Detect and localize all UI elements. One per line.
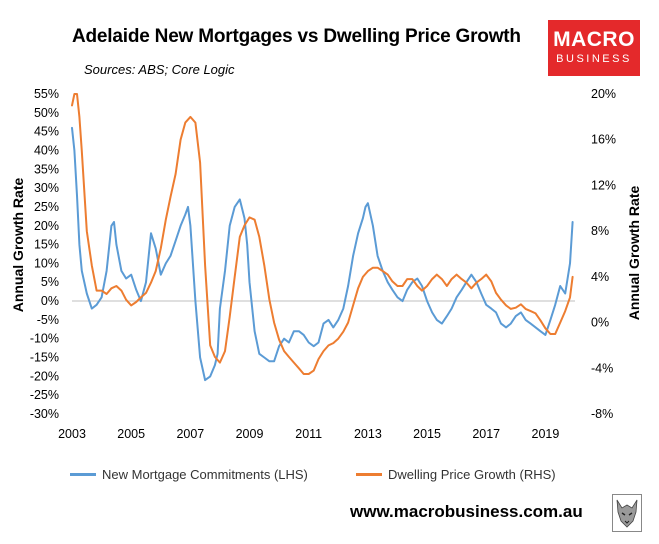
y-tick-left: -20% <box>30 369 59 383</box>
chart-subtitle: Sources: ABS; Core Logic <box>84 62 235 77</box>
series-line-prices <box>71 93 574 375</box>
series-group <box>71 93 574 382</box>
y-tick-right: 20% <box>591 87 616 101</box>
x-tick: 2019 <box>532 427 560 441</box>
x-tick: 2007 <box>176 427 204 441</box>
y-axis-right-ticks: 20% 16% 12% 8% 4% 0% -4% -8% <box>591 87 616 421</box>
y-tick-left: -30% <box>30 407 59 421</box>
y-tick-left: -10% <box>30 332 59 346</box>
x-tick: 2011 <box>295 427 322 441</box>
y-tick-right: -8% <box>591 407 613 421</box>
macrobusiness-logo: MACRO BUSINESS <box>548 20 640 76</box>
y-tick-right: 12% <box>591 178 616 192</box>
legend-label-mortgages: New Mortgage Commitments (LHS) <box>102 467 308 482</box>
legend-swatch-prices <box>356 473 382 476</box>
y-tick-left: 30% <box>34 181 59 195</box>
y-tick-right: -4% <box>591 361 613 375</box>
legend-item-mortgages: New Mortgage Commitments (LHS) <box>70 467 308 482</box>
y-axis-left-ticks: 55% 50% 45% 40% 35% 30% 25% 20% 15% 10% 5% 0% -5% -10… <box>30 87 59 421</box>
y-tick-left: 45% <box>34 125 59 139</box>
y-tick-left: -15% <box>30 351 59 365</box>
y-tick-right: 0% <box>591 316 609 330</box>
chart-title: Adelaide New Mortgages vs Dwelling Price… <box>72 26 521 47</box>
y-tick-right: 8% <box>591 224 609 238</box>
y-tick-right: 16% <box>591 133 616 147</box>
website-link[interactable]: www.macrobusiness.com.au <box>350 502 583 521</box>
y-tick-left: 25% <box>34 200 59 214</box>
y-tick-left: -5% <box>37 313 59 327</box>
y-tick-left: 55% <box>34 87 59 101</box>
wolf-head-icon <box>612 494 642 532</box>
legend-item-prices: Dwelling Price Growth (RHS) <box>356 467 556 482</box>
y-tick-left: 0% <box>41 294 59 308</box>
x-tick: 2003 <box>58 427 86 441</box>
x-tick: 2013 <box>354 427 382 441</box>
y-tick-left: 10% <box>34 256 59 270</box>
x-axis-ticks: 2003 2005 2007 2009 2011 2013 2015 2017 2019 <box>58 427 559 441</box>
y-tick-left: 35% <box>34 162 59 176</box>
y-tick-left: -25% <box>30 388 59 402</box>
x-tick: 2015 <box>413 427 441 441</box>
series-line-mortgages <box>71 126 574 382</box>
x-tick: 2005 <box>117 427 145 441</box>
x-tick: 2009 <box>236 427 264 441</box>
y-tick-left: 50% <box>34 106 59 120</box>
legend-swatch-mortgages <box>70 473 96 476</box>
x-tick: 2017 <box>472 427 500 441</box>
y-tick-left: 20% <box>34 219 59 233</box>
y-tick-left: 15% <box>34 238 59 252</box>
y-tick-left: 40% <box>34 143 59 157</box>
legend-label-prices: Dwelling Price Growth (RHS) <box>388 467 556 482</box>
logo-line-1: MACRO <box>553 28 635 51</box>
y-tick-left: 5% <box>41 275 59 289</box>
logo-line-2: BUSINESS <box>556 53 632 65</box>
y-tick-right: 4% <box>591 270 609 284</box>
